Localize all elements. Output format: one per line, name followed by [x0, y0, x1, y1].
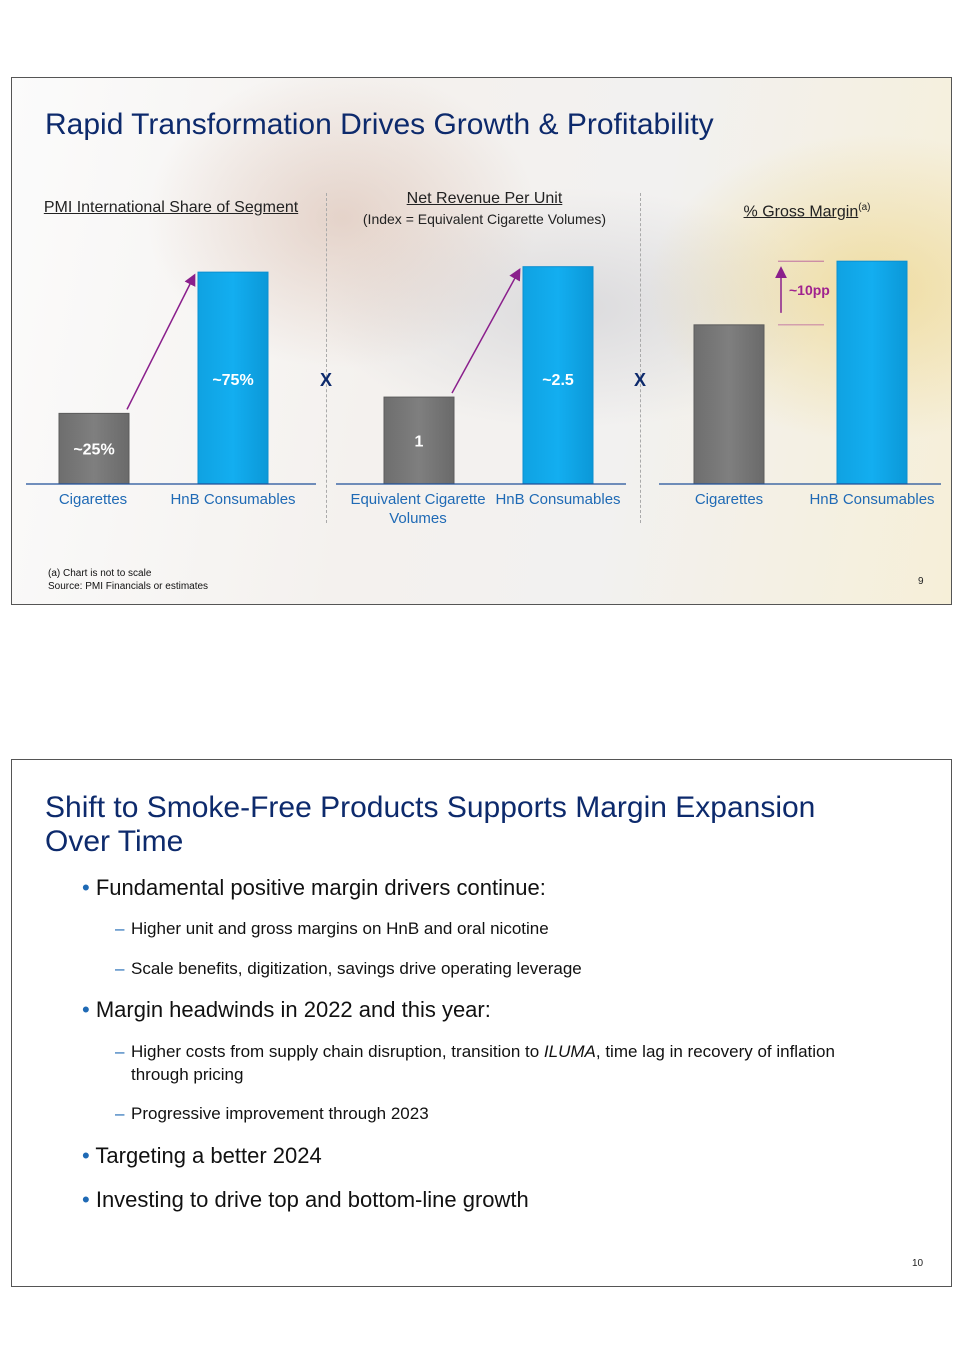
bullet-text: Fundamental positive margin drivers cont… [95, 875, 546, 900]
sub-bullet-text: Progressive improvement through 2023 [131, 1104, 429, 1123]
bullet-item: • Fundamental positive margin drivers co… [82, 875, 546, 901]
source-text: Source: PMI Financials or estimates [48, 581, 209, 592]
sub-bullet-item: – Progressive improvement through 2023 [115, 1102, 875, 1125]
multiply-symbol: X [634, 370, 647, 390]
chart-share-of-segment: ~25% ~75% Cigarettes HnB Consumables [26, 258, 316, 538]
sub-bullet-text: Higher unit and gross margins on HnB and… [131, 919, 549, 938]
bullet-item: • Targeting a better 2024 [82, 1143, 322, 1169]
footnote-marker: (a) [858, 202, 871, 213]
margin-delta-label: ~10pp [789, 282, 830, 298]
dash-marker: – [115, 959, 125, 978]
bullet-text: Investing to drive top and bottom-line g… [95, 1187, 529, 1212]
bullet-item: • Investing to drive top and bottom-line… [82, 1187, 529, 1213]
category-label: HnB Consumables [170, 491, 296, 508]
sub-bullet-text: Higher costs from supply chain disruptio… [131, 1040, 875, 1086]
sub-bullet-text-part: Higher costs from supply chain disruptio… [131, 1042, 544, 1061]
product-name-iluma: ILUMA [543, 1042, 596, 1061]
chart-revenue-svg: 1 ~2.5 [336, 266, 626, 485]
category-label: HnB Consumables [809, 491, 935, 508]
slide-title: Rapid Transformation Drives Growth & Pro… [45, 108, 714, 141]
bullet-marker: • [82, 875, 90, 900]
panel-divider [640, 193, 641, 523]
panel-subheader-revenue: (Index = Equivalent Cigarette Volumes) [362, 211, 607, 227]
panel-header-share-text: PMI International Share of Segment [43, 199, 299, 216]
dash-marker: – [115, 1042, 125, 1061]
chart-gross-margin: ~10pp Cigarettes HnB Consumables [659, 258, 941, 538]
panel-header-revenue: Net Revenue Per Unit (Index = Equivalent… [332, 189, 637, 229]
slide-10: Shift to Smoke-Free Products Supports Ma… [11, 759, 952, 1287]
dash-marker: – [115, 919, 125, 938]
panel-divider [326, 193, 327, 523]
bullet-marker: • [82, 1143, 90, 1168]
chart-net-revenue: 1 ~2.5 Equivalent Cigarette Volumes HnB C… [336, 258, 626, 538]
category-label: Equivalent Cigarette Volumes [350, 491, 486, 527]
sub-bullet-item: – Scale benefits, digitization, savings … [115, 957, 875, 980]
panel-header-revenue-text: Net Revenue Per Unit [406, 190, 563, 207]
bullet-marker: • [82, 997, 90, 1022]
bullet-marker: • [82, 1187, 90, 1212]
data-label: ~25% [73, 442, 114, 459]
data-label: ~75% [212, 372, 253, 389]
panel-header-share: PMI International Share of Segment [26, 198, 316, 218]
category-label: Cigarettes [58, 491, 128, 508]
multiply-symbol: X [320, 370, 333, 390]
bullet-text: Targeting a better 2024 [95, 1143, 322, 1168]
sub-bullet-item: – Higher costs from supply chain disrupt… [115, 1040, 875, 1086]
bullet-item: • Margin headwinds in 2022 and this year… [82, 997, 491, 1023]
sub-bullet-item: – Higher unit and gross margins on HnB a… [115, 917, 875, 940]
footnote-text: (a) Chart is not to scale [48, 568, 152, 579]
dash-marker: – [115, 1104, 125, 1123]
footnote: (a) Chart is not to scale Source: PMI Fi… [48, 567, 208, 593]
sub-bullet-text-part: , time lag in recovery of inflation thro… [131, 1042, 835, 1084]
panel-header-margin: % Gross Margin(a) [662, 198, 951, 222]
page-number: 9 [918, 576, 924, 587]
panel-header-margin-text: % Gross Margin [743, 203, 859, 221]
category-label: HnB Consumables [495, 491, 621, 508]
slide-9: Rapid Transformation Drives Growth & Pro… [11, 77, 952, 605]
data-label: ~2.5 [542, 372, 574, 389]
sub-bullet-text: Scale benefits, digitization, savings dr… [131, 959, 582, 978]
bullet-text: Margin headwinds in 2022 and this year: [95, 997, 491, 1022]
page-number: 10 [912, 1258, 924, 1269]
chart-margin-svg: ~10pp [659, 260, 941, 485]
slide-title: Shift to Smoke-Free Products Supports Ma… [45, 791, 816, 858]
data-label: 1 [415, 434, 424, 451]
chart-share-svg: ~25% ~75% [26, 271, 316, 485]
category-label: Cigarettes [694, 491, 764, 508]
